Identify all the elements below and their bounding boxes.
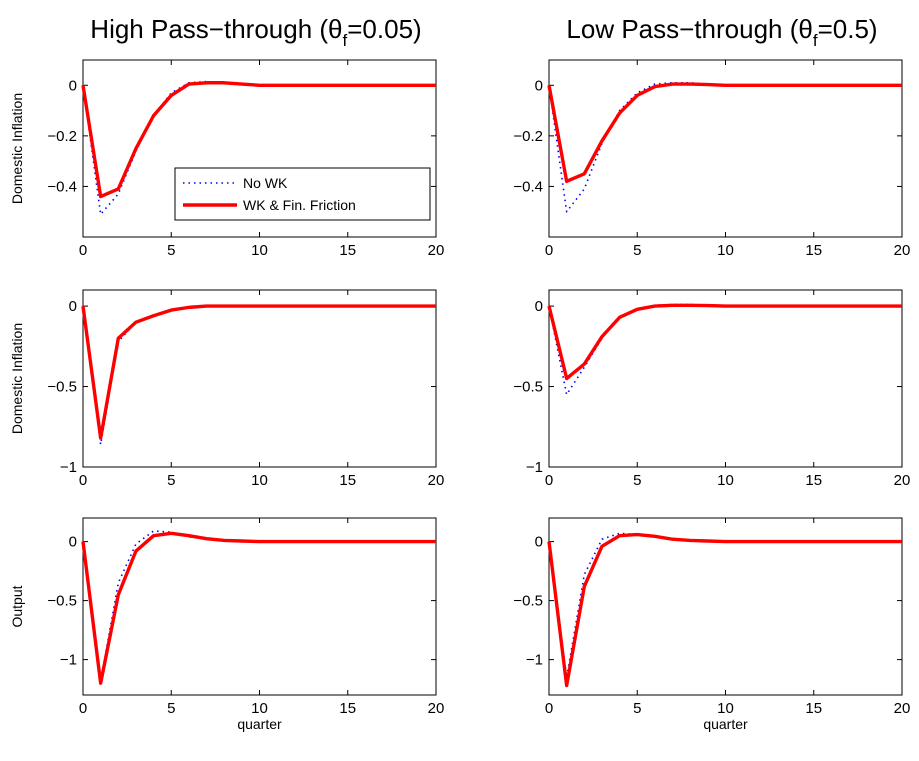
title-left: High Pass−through (θf=0.05) (90, 14, 421, 50)
y-tick-label: −0.4 (513, 178, 543, 195)
y-axis-label: Output (9, 585, 25, 627)
y-tick-label: −0.5 (513, 379, 543, 396)
x-tick-label: 5 (633, 472, 641, 489)
x-tick-label: 5 (167, 242, 175, 259)
x-axis-label: quarter (703, 716, 748, 732)
legend-entry-label: WK & Fin. Friction (243, 197, 356, 213)
y-tick-label: −0.5 (513, 593, 543, 610)
plot-frame (548, 517, 903, 696)
x-tick-label: 15 (339, 472, 356, 489)
x-tick-label: 15 (805, 242, 822, 259)
series-wk-fin-friction (547, 532, 902, 688)
panel-1-1: 0 5 10 15 20 −1 −0.5 0 (513, 289, 911, 489)
series-wk-fin-friction (547, 82, 902, 184)
series-wk-fin-friction (81, 81, 436, 199)
series-wk-fin-friction (547, 303, 902, 381)
x-tick-label: 10 (251, 700, 268, 717)
x-tick-label: 20 (428, 472, 445, 489)
x-tick-label: 20 (894, 700, 911, 717)
y-tick-label: −0.2 (47, 128, 77, 145)
x-tick-label: 0 (545, 700, 553, 717)
x-tick-label: 5 (633, 700, 641, 717)
plot-frame (82, 517, 437, 696)
y-tick-label: −1 (60, 652, 77, 669)
panel-2-0: 0 5 10 15 20 −1 −0.5 0 Output quarter (9, 517, 445, 732)
panel-0-0: 0 5 10 15 20 −0.4 −0.2 0 Domestic Inflation No WK… (9, 59, 445, 259)
plot-frame (82, 289, 437, 468)
series-wk-fin-friction (81, 304, 436, 440)
y-tick-label: −0.2 (513, 128, 543, 145)
plot-frame (548, 289, 903, 468)
x-tick-label: 15 (339, 242, 356, 259)
legend-box (174, 167, 431, 221)
x-tick-label: 15 (339, 700, 356, 717)
x-tick-label: 10 (251, 242, 268, 259)
y-axis-label: Domestic Inflation (9, 323, 25, 434)
panel-0-1: 0 5 10 15 20 −0.4 −0.2 0 (513, 59, 911, 259)
x-tick-label: 0 (79, 700, 87, 717)
x-tick-label: 10 (717, 472, 734, 489)
legend-entry-label: No WK (243, 175, 288, 191)
x-tick-label: 10 (251, 472, 268, 489)
x-axis-label: quarter (237, 716, 282, 732)
y-tick-label: 0 (69, 534, 77, 551)
x-tick-label: 15 (805, 472, 822, 489)
x-tick-label: 20 (894, 472, 911, 489)
legend: No WK WK & Fin. Friction (174, 167, 431, 221)
y-tick-label: 0 (69, 77, 77, 94)
x-tick-label: 15 (805, 700, 822, 717)
panel-1-0: 0 5 10 15 20 −1 −0.5 0 Domestic Inflation (9, 289, 445, 489)
y-tick-label: −0.5 (47, 379, 77, 396)
x-tick-label: 0 (79, 242, 87, 259)
y-tick-label: −1 (60, 459, 77, 476)
y-tick-label: −0.5 (47, 593, 77, 610)
x-tick-label: 0 (545, 242, 553, 259)
y-tick-label: 0 (535, 534, 543, 551)
x-tick-label: 10 (717, 242, 734, 259)
title-right: Low Pass−through (θf=0.5) (566, 14, 877, 50)
y-tick-label: −0.4 (47, 178, 77, 195)
series-wk-fin-friction (81, 531, 436, 685)
x-tick-label: 20 (894, 242, 911, 259)
x-tick-label: 0 (545, 472, 553, 489)
x-tick-label: 5 (167, 472, 175, 489)
panel-2-1: 0 5 10 15 20 −1 −0.5 0 quarter (513, 517, 911, 732)
y-tick-label: 0 (69, 298, 77, 315)
y-tick-label: −1 (526, 459, 543, 476)
x-tick-label: 20 (428, 242, 445, 259)
x-tick-label: 10 (717, 700, 734, 717)
y-tick-label: 0 (535, 298, 543, 315)
y-tick-label: −1 (526, 652, 543, 669)
y-tick-label: 0 (535, 77, 543, 94)
x-tick-label: 20 (428, 700, 445, 717)
y-axis-label: Domestic Inflation (9, 93, 25, 204)
x-tick-label: 0 (79, 472, 87, 489)
x-tick-label: 5 (633, 242, 641, 259)
plot-frame (548, 59, 903, 238)
x-tick-label: 5 (167, 700, 175, 717)
